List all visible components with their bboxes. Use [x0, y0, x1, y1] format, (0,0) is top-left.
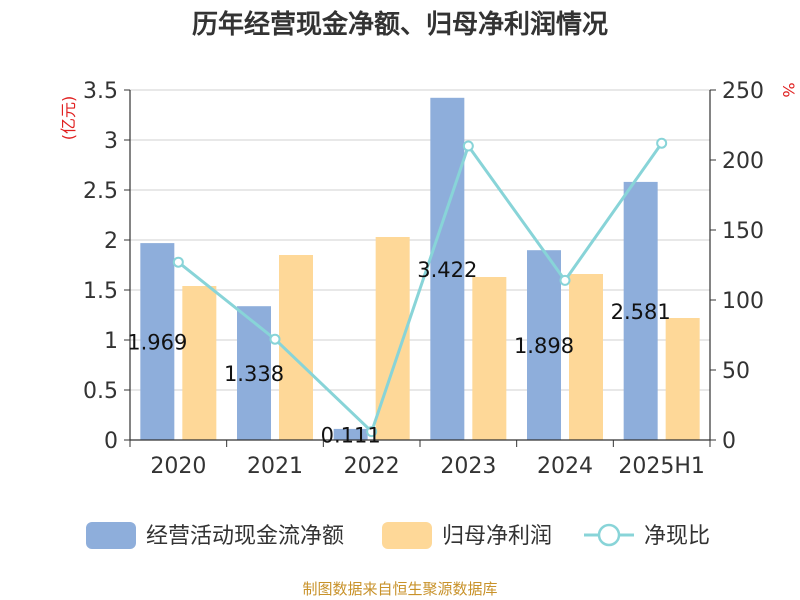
left-tick-label: 1.5 [83, 279, 118, 304]
bar-data-label: 1.338 [224, 362, 284, 386]
source-note: 制图数据来自恒生聚源数据库 [302, 580, 497, 598]
left-tick-label: 3.5 [83, 79, 118, 104]
bar-cash-flow [140, 243, 175, 440]
left-tick-label: 0.5 [83, 379, 118, 404]
bar-net-profit [569, 274, 603, 440]
ratio-point [269, 333, 281, 345]
legend-swatch-ratio-marker [597, 523, 621, 547]
bar-cash-flow [430, 97, 465, 441]
bar-net-profit [665, 318, 700, 440]
left-tick-label: 2.5 [83, 179, 118, 204]
ratio-line [172, 137, 668, 438]
left-tick-label: 3 [104, 129, 118, 154]
x-tick-label: 2024 [537, 454, 593, 479]
legend-label-cash-flow: 经营活动现金流净额 [146, 524, 344, 549]
legend: 经营活动现金流净额 归母净利润 净现比 [86, 522, 710, 549]
legend-swatch-net-profit [382, 522, 432, 549]
ratio-point [172, 256, 184, 268]
bar-data-label: 1.969 [127, 331, 187, 355]
ratio-point [366, 426, 378, 438]
bar-cash-flow [333, 428, 368, 440]
legend-label-ratio: 净现比 [644, 524, 710, 549]
bar-cash-flow [527, 250, 561, 440]
bar-data-label: 0.111 [321, 423, 381, 447]
left-tick-label: 0 [104, 429, 118, 454]
bar-data-label: 3.422 [417, 258, 477, 282]
right-tick-label: 100 [722, 289, 764, 314]
ratio-line-path [177, 142, 663, 435]
bars [140, 97, 700, 441]
right-axis-unit: % [779, 82, 798, 97]
x-tick-label: 2023 [440, 454, 496, 479]
chart-title: 历年经营现金净额、归母净利润情况 [192, 9, 608, 40]
data-labels: 1.969 1.338 0.111 3.422 1.898 2.581 [127, 258, 670, 448]
ratio-point [559, 274, 571, 286]
legend-swatch-cash-flow [86, 522, 136, 549]
right-tick-label: 200 [722, 149, 764, 174]
grid-lines [130, 89, 710, 391]
ratio-point [462, 140, 474, 152]
bar-data-label: 1.898 [514, 334, 574, 358]
x-tick-label: 2025H1 [618, 454, 705, 479]
bar-net-profit [472, 277, 507, 440]
right-tick-label: 0 [722, 429, 736, 454]
bar-cash-flow [237, 306, 271, 440]
x-tick-label: 2022 [344, 454, 400, 479]
left-tick-label: 2 [104, 229, 118, 254]
right-tick-label: 150 [722, 219, 764, 244]
left-axis-unit: (亿元) [59, 96, 78, 141]
bar-net-profit [182, 286, 217, 440]
axes: 0 0.5 1 1.5 2 2.5 3 3.5 0 50 100 150 200 250 2020 2021 2… [83, 79, 764, 479]
right-tick-label: 250 [722, 79, 764, 104]
ratio-point [656, 137, 668, 149]
right-tick-label: 50 [722, 359, 750, 384]
left-tick-label: 1 [104, 329, 118, 354]
legend-label-net-profit: 归母净利润 [442, 524, 552, 549]
bar-cash-flow [623, 181, 658, 440]
bar-data-label: 2.581 [611, 300, 671, 324]
x-tick-label: 2021 [247, 454, 303, 479]
x-tick-label: 2020 [150, 454, 206, 479]
